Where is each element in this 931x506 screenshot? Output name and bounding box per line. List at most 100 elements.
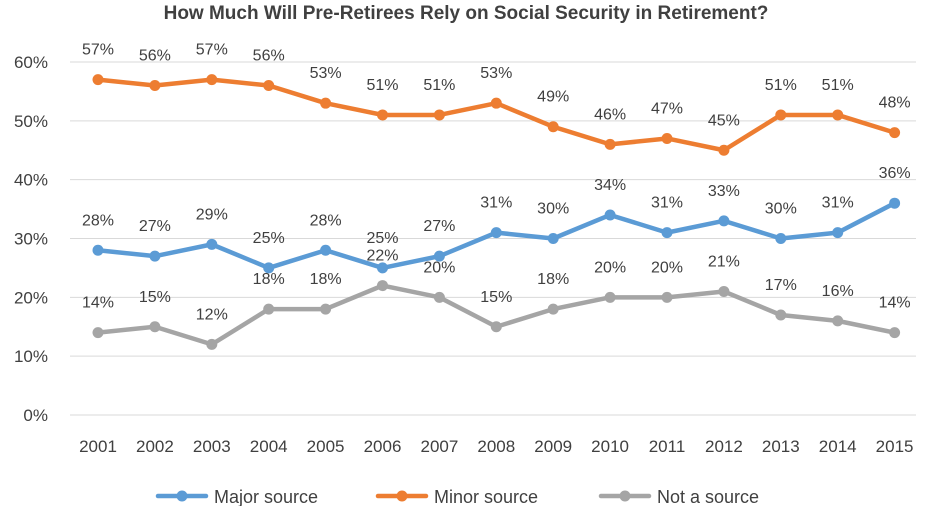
data-point xyxy=(433,250,445,262)
data-point xyxy=(320,97,332,109)
x-tick-label: 2008 xyxy=(477,437,515,456)
data-point xyxy=(433,109,445,121)
data-label: 20% xyxy=(594,259,626,276)
data-label: 51% xyxy=(423,77,455,94)
data-point xyxy=(832,227,844,239)
data-label: 28% xyxy=(310,212,342,229)
data-point xyxy=(206,74,218,86)
legend-label: Not a source xyxy=(657,487,759,506)
x-tick-label: 2014 xyxy=(819,437,857,456)
data-point xyxy=(832,315,844,327)
data-label: 53% xyxy=(310,65,342,82)
x-tick-label: 2009 xyxy=(534,437,572,456)
data-point xyxy=(377,109,388,121)
data-label: 47% xyxy=(651,100,683,117)
x-tick-label: 2001 xyxy=(79,437,117,456)
data-label: 51% xyxy=(366,77,398,94)
x-tick-label: 2004 xyxy=(250,437,288,456)
data-label: 20% xyxy=(423,259,455,276)
data-label: 29% xyxy=(196,206,228,223)
data-label: 28% xyxy=(82,212,114,229)
data-point xyxy=(661,227,673,239)
data-point xyxy=(490,321,502,333)
data-label: 16% xyxy=(822,283,854,300)
x-tick-label: 2010 xyxy=(591,437,629,456)
data-label: 14% xyxy=(82,295,114,312)
data-point xyxy=(604,291,616,303)
data-label: 27% xyxy=(139,218,171,235)
data-label: 48% xyxy=(879,95,911,112)
x-tick-label: 2015 xyxy=(876,437,914,456)
x-tick-label: 2003 xyxy=(193,437,231,456)
chart-title: How Much Will Pre-Retirees Rely on Socia… xyxy=(164,3,769,24)
y-tick-label: 10% xyxy=(14,347,48,366)
data-label: 36% xyxy=(879,165,911,182)
data-label: 30% xyxy=(537,201,569,218)
data-label: 22% xyxy=(366,248,398,265)
data-point xyxy=(718,215,730,227)
data-labels: 28% 27% 29% 25% 28% 25% 27% 31% 30% 34% 31% 33% 30% 3… xyxy=(82,42,911,324)
data-point xyxy=(661,291,673,303)
data-label: 25% xyxy=(366,230,398,247)
data-point xyxy=(490,97,502,109)
data-point xyxy=(263,262,275,274)
data-label: 18% xyxy=(537,271,569,288)
data-point xyxy=(92,327,104,339)
data-point xyxy=(206,338,218,350)
data-label: 56% xyxy=(139,48,171,65)
data-label: 18% xyxy=(310,271,342,288)
x-tick-label: 2011 xyxy=(649,437,686,456)
data-point xyxy=(206,238,218,250)
data-label: 31% xyxy=(651,195,683,212)
data-point xyxy=(320,303,332,315)
data-label: 30% xyxy=(765,201,797,218)
data-point xyxy=(775,233,787,244)
data-point xyxy=(433,291,445,303)
data-point xyxy=(149,321,161,333)
data-point xyxy=(775,309,787,321)
data-point xyxy=(547,233,559,244)
data-label: 12% xyxy=(196,306,228,323)
data-label: 20% xyxy=(651,259,683,276)
y-tick-label: 0% xyxy=(23,406,48,425)
data-point xyxy=(604,209,616,221)
data-point xyxy=(889,127,901,139)
data-point xyxy=(547,121,559,133)
data-label: 57% xyxy=(82,42,114,59)
data-label: 21% xyxy=(708,253,740,270)
legend-marker xyxy=(396,490,408,502)
y-tick-label: 30% xyxy=(14,230,48,249)
x-axis-ticks: 2001 2002 2003 2004 2005 2006 2007 2008 2009 2010… xyxy=(79,437,913,456)
data-point xyxy=(604,138,616,150)
data-point xyxy=(832,109,844,121)
x-tick-label: 2007 xyxy=(420,437,458,456)
data-point xyxy=(149,250,161,262)
x-tick-label: 2012 xyxy=(705,437,743,456)
data-point xyxy=(263,80,275,92)
data-label: 51% xyxy=(765,77,797,94)
data-point xyxy=(377,280,388,292)
data-label: 56% xyxy=(253,48,285,65)
data-point xyxy=(718,144,730,156)
data-point xyxy=(320,244,332,256)
data-point xyxy=(889,327,901,339)
data-label: 45% xyxy=(708,112,740,129)
data-point xyxy=(490,227,502,239)
data-label: 31% xyxy=(822,195,854,212)
x-tick-label: 2005 xyxy=(307,437,345,456)
data-label: 14% xyxy=(879,295,911,312)
y-tick-label: 40% xyxy=(14,171,48,190)
data-label: 33% xyxy=(708,183,740,200)
y-tick-label: 50% xyxy=(14,112,48,131)
data-point xyxy=(377,262,388,274)
series-lines xyxy=(92,74,901,350)
data-point xyxy=(718,285,730,297)
data-label: 57% xyxy=(196,42,228,59)
legend-marker xyxy=(619,490,631,502)
data-label: 15% xyxy=(480,289,512,306)
data-label: 31% xyxy=(480,195,512,212)
gridlines xyxy=(70,61,916,416)
data-label: 49% xyxy=(537,89,569,106)
data-point xyxy=(889,197,901,209)
